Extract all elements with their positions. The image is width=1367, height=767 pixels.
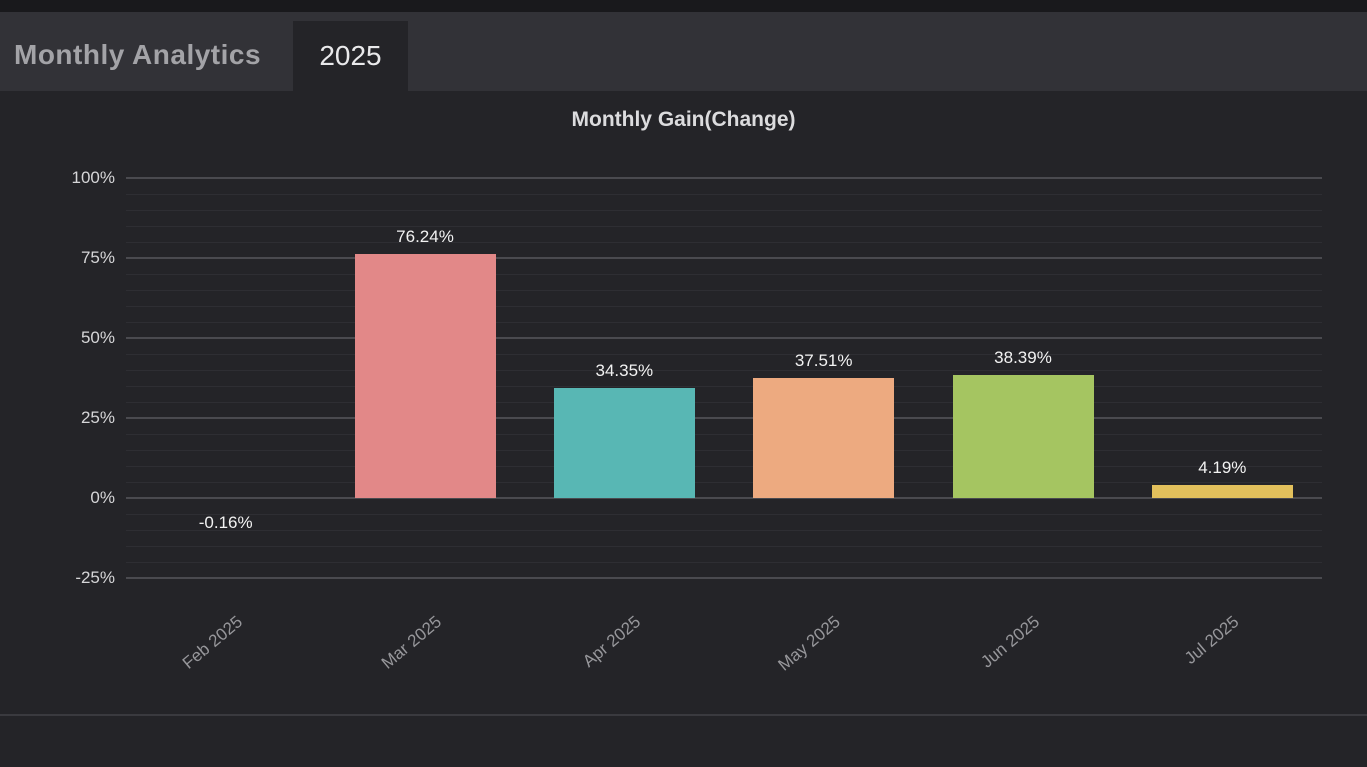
gridline-minor [126, 273, 1322, 275]
bar-jul-2025[interactable] [1151, 484, 1293, 498]
bar-value-label-may-2025: 37.51% [794, 350, 853, 370]
gridline-minor [126, 401, 1322, 403]
x-tick-label-may-2025: May 2025 [774, 612, 844, 675]
bar-feb-2025[interactable] [155, 498, 296, 499]
gridline-minor [126, 385, 1322, 387]
y-tick-label: 50% [80, 328, 115, 347]
gridline-major [126, 497, 1322, 499]
y-tick-label: 100% [71, 168, 115, 187]
x-tick-label-apr-2025: Apr 2025 [579, 612, 645, 671]
x-tick-label-mar-2025: Mar 2025 [377, 612, 446, 673]
bar-value-label-jul-2025: 4.19% [1198, 457, 1247, 477]
chart-title: Monthly Gain(Change) [571, 108, 796, 131]
header-bar: Monthly Analytics 2025 [0, 12, 1367, 91]
y-tick-label: -25% [75, 568, 115, 587]
top-strip [0, 0, 1367, 12]
gridline-minor [126, 481, 1322, 483]
gridline-minor [126, 321, 1322, 323]
bar-value-label-feb-2025: -0.16% [198, 512, 253, 532]
x-tick-label-jul-2025: Jul 2025 [1181, 612, 1243, 668]
bar-mar-2025[interactable] [354, 254, 496, 498]
gridline-major [126, 337, 1322, 339]
gridline-minor [126, 193, 1322, 195]
gridline-minor [126, 225, 1322, 227]
gridline-minor [126, 209, 1322, 211]
gridline-minor [126, 529, 1322, 531]
y-tick-label: 0% [90, 488, 115, 507]
gridline-minor [126, 561, 1322, 563]
bottom-divider [0, 714, 1367, 716]
x-tick-label-feb-2025: Feb 2025 [178, 612, 246, 673]
y-tick-label: 25% [80, 408, 115, 427]
gridline-minor [126, 241, 1322, 243]
bar-may-2025[interactable] [753, 377, 895, 498]
bar-value-label-jun-2025: 38.39% [994, 348, 1052, 368]
gridline-minor [126, 545, 1322, 547]
y-tick-label: 75% [80, 248, 115, 267]
bar-jun-2025[interactable] [952, 375, 1094, 498]
gridline-major [126, 417, 1322, 419]
gridline-minor [126, 465, 1322, 467]
gridline-major [126, 257, 1322, 259]
bar-apr-2025[interactable] [553, 388, 695, 498]
gridline-minor [126, 433, 1322, 435]
plot-area: -0.16% 76.24% 34.35% 37.51% 38.39% 4.19% [126, 177, 1322, 579]
gridline-minor [126, 449, 1322, 451]
gridline-minor [126, 369, 1322, 371]
gridline-minor [126, 353, 1322, 355]
page-title: Monthly Analytics [14, 38, 262, 70]
bar-value-label-apr-2025: 34.35% [595, 361, 654, 381]
gridline-minor [126, 305, 1322, 307]
bar-value-label-mar-2025: 76.24% [396, 227, 454, 247]
gridline-major [126, 177, 1322, 179]
tab-2025[interactable]: 2025 [293, 21, 408, 91]
gridline-major [126, 577, 1322, 579]
gridline-minor [126, 513, 1322, 515]
gridline-minor [126, 289, 1322, 291]
x-tick-label-jun-2025: Jun 2025 [977, 612, 1044, 672]
